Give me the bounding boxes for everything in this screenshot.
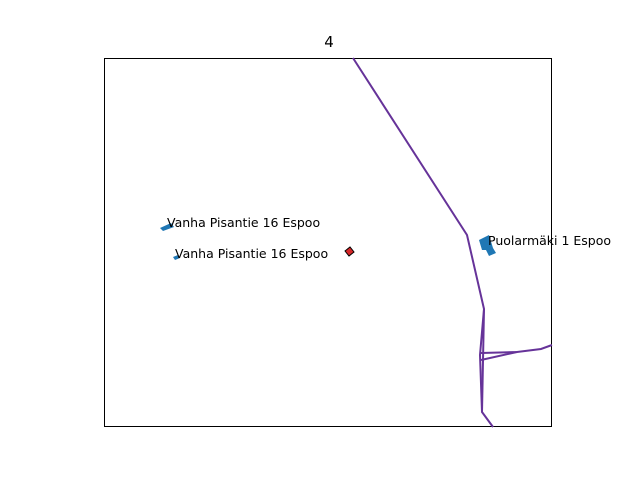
- road-main: [352, 57, 494, 428]
- road-network: [352, 57, 553, 428]
- map-title: 4: [324, 33, 334, 51]
- buildings: [160, 223, 496, 260]
- building-puolarmaki: [479, 235, 496, 256]
- label-vanha-pisantie-1: Vanha Pisantie 16 Espoo: [167, 215, 320, 230]
- target-building: [344, 246, 355, 257]
- label-vanha-pisantie-2: Vanha Pisantie 16 Espoo: [175, 246, 328, 261]
- map-frame: [104, 58, 552, 427]
- road-east-2: [480, 351, 518, 361]
- building-vanha-pisantie-2: [173, 255, 180, 260]
- road-east-1: [480, 344, 553, 354]
- building-vanha-pisantie-1: [160, 223, 174, 231]
- label-puolarmaki: Puolarmäki 1 Espoo: [488, 233, 611, 248]
